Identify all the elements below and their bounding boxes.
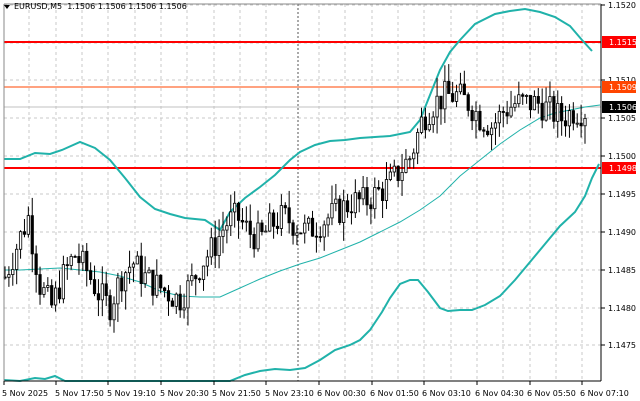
time-tick: 6 Nov 07:10	[580, 389, 629, 398]
time-axis[interactable]: 5 Nov 2025 5 Nov 17:50 5 Nov 19:10 5 Nov…	[2, 381, 629, 398]
price-tick: 1.1495	[608, 190, 636, 199]
price-tick: 1.1510	[608, 76, 636, 85]
moving-average-line	[4, 104, 601, 298]
time-tick: 6 Nov 03:10	[422, 389, 471, 398]
time-tick: 5 Nov 19:10	[107, 389, 156, 398]
chart-title[interactable]: EURUSD,M5 1.1506 1.1506 1.1506 1.1506	[4, 2, 187, 11]
price-tick: 1.1485	[608, 266, 636, 275]
vertical-grid	[28, 4, 583, 381]
price-tag-1509	[602, 81, 636, 93]
plot-area[interactable]	[4, 4, 601, 381]
time-tick: 5 Nov 17:50	[55, 389, 104, 398]
price-tick: 1.1505	[608, 114, 636, 123]
candlestick-series	[3, 64, 587, 333]
triangle-down-icon[interactable]	[4, 4, 10, 9]
price-tag-1515	[602, 36, 636, 48]
price-tick: 1.1500	[608, 152, 636, 161]
time-tick: 6 Nov 00:30	[317, 389, 366, 398]
current-price-tag	[602, 101, 636, 113]
price-tag-1498-text: 1.1498	[609, 164, 637, 173]
price-tag-1515-text: 1.1515	[609, 38, 637, 47]
time-tick: 6 Nov 01:50	[370, 389, 419, 398]
ohlc-values: 1.1506 1.1506 1.1506 1.1506	[67, 2, 187, 11]
time-tick: 5 Nov 23:10	[265, 389, 314, 398]
time-tick: 5 Nov 20:30	[160, 389, 209, 398]
price-axis[interactable]: 1.1520 1.1510 1.1505 1.1500 1.1495 1.149…	[601, 1, 637, 350]
price-tick: 1.1520	[608, 1, 636, 10]
price-tag-1509-text: 1.1509	[609, 83, 637, 92]
time-tick: 6 Nov 05:50	[527, 389, 576, 398]
price-tag-1498	[602, 162, 636, 174]
price-tick: 1.1480	[608, 304, 636, 313]
price-tick: 1.1475	[608, 341, 636, 350]
current-price-tag-text: 1.1506	[609, 103, 637, 112]
price-tick: 1.1490	[608, 228, 636, 237]
symbol-label: EURUSD,M5	[14, 2, 63, 11]
time-tick: 6 Nov 04:30	[475, 389, 524, 398]
time-tick: 5 Nov 2025	[2, 389, 48, 398]
bollinger-upper-band	[4, 7, 593, 232]
time-tick: 5 Nov 21:50	[212, 389, 261, 398]
